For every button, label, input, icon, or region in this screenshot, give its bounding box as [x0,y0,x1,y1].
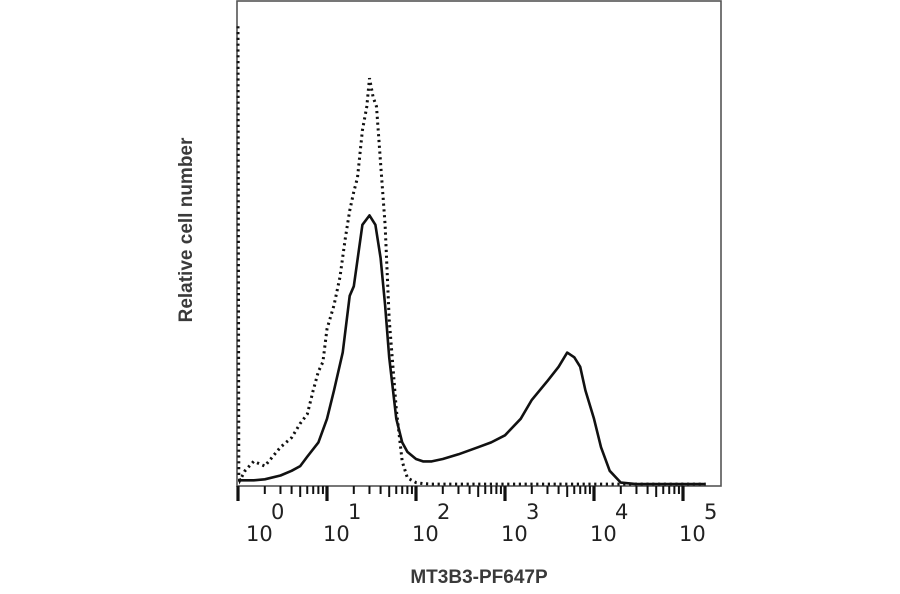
tick-base: 10 [679,522,706,546]
tick-base: 10 [501,522,528,546]
tick-base: 10 [323,522,350,546]
x-axis [236,486,685,501]
x-axis-label: MT3B3-PF647P [410,567,548,588]
tick-base: 10 [412,522,439,546]
plot-frame [236,0,722,487]
tick-exponent: 5 [704,500,718,524]
tick-exponent: 2 [437,500,451,524]
tick-base: 10 [246,522,273,546]
tick-exponent: 0 [271,500,285,524]
tick-exponent: 4 [615,500,629,524]
tick-base: 10 [590,522,617,546]
series-isotype-dotted [236,26,706,486]
tick-exponent: 1 [348,500,362,524]
tick-exponent: 3 [526,500,540,524]
series-stained-solid [238,214,706,486]
y-axis-label: Relative cell number [176,137,197,323]
